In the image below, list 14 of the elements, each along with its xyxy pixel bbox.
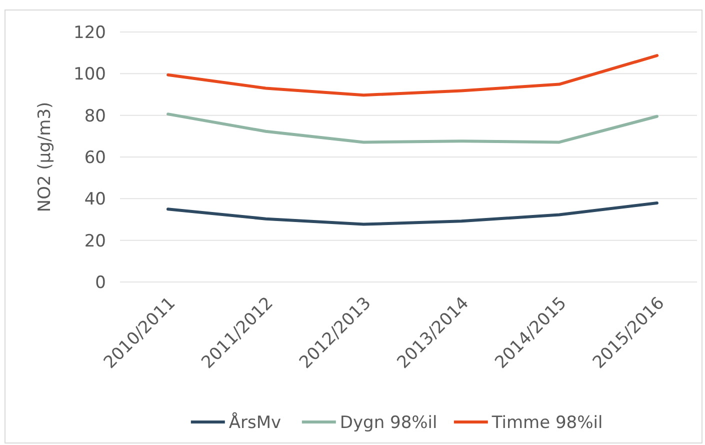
y-tick-label: 40 (84, 190, 106, 210)
line-series (166, 202, 658, 226)
y-tick-label: 100 (74, 64, 106, 85)
legend-label: Dygn 98%il (340, 413, 438, 433)
line-series (166, 112, 658, 144)
legend-label: Timme 98%il (490, 413, 603, 433)
legend-label: ÅrsMv (228, 412, 282, 433)
line-series (166, 54, 658, 97)
y-tick-label: 20 (84, 231, 106, 252)
y-axis-title: NO2 (µg/m3) (35, 102, 55, 212)
y-tick-label: 80 (84, 106, 106, 126)
y-tick-label: 120 (74, 22, 106, 43)
y-tick-label: 60 (84, 148, 106, 168)
y-tick-label: 0 (95, 272, 106, 293)
